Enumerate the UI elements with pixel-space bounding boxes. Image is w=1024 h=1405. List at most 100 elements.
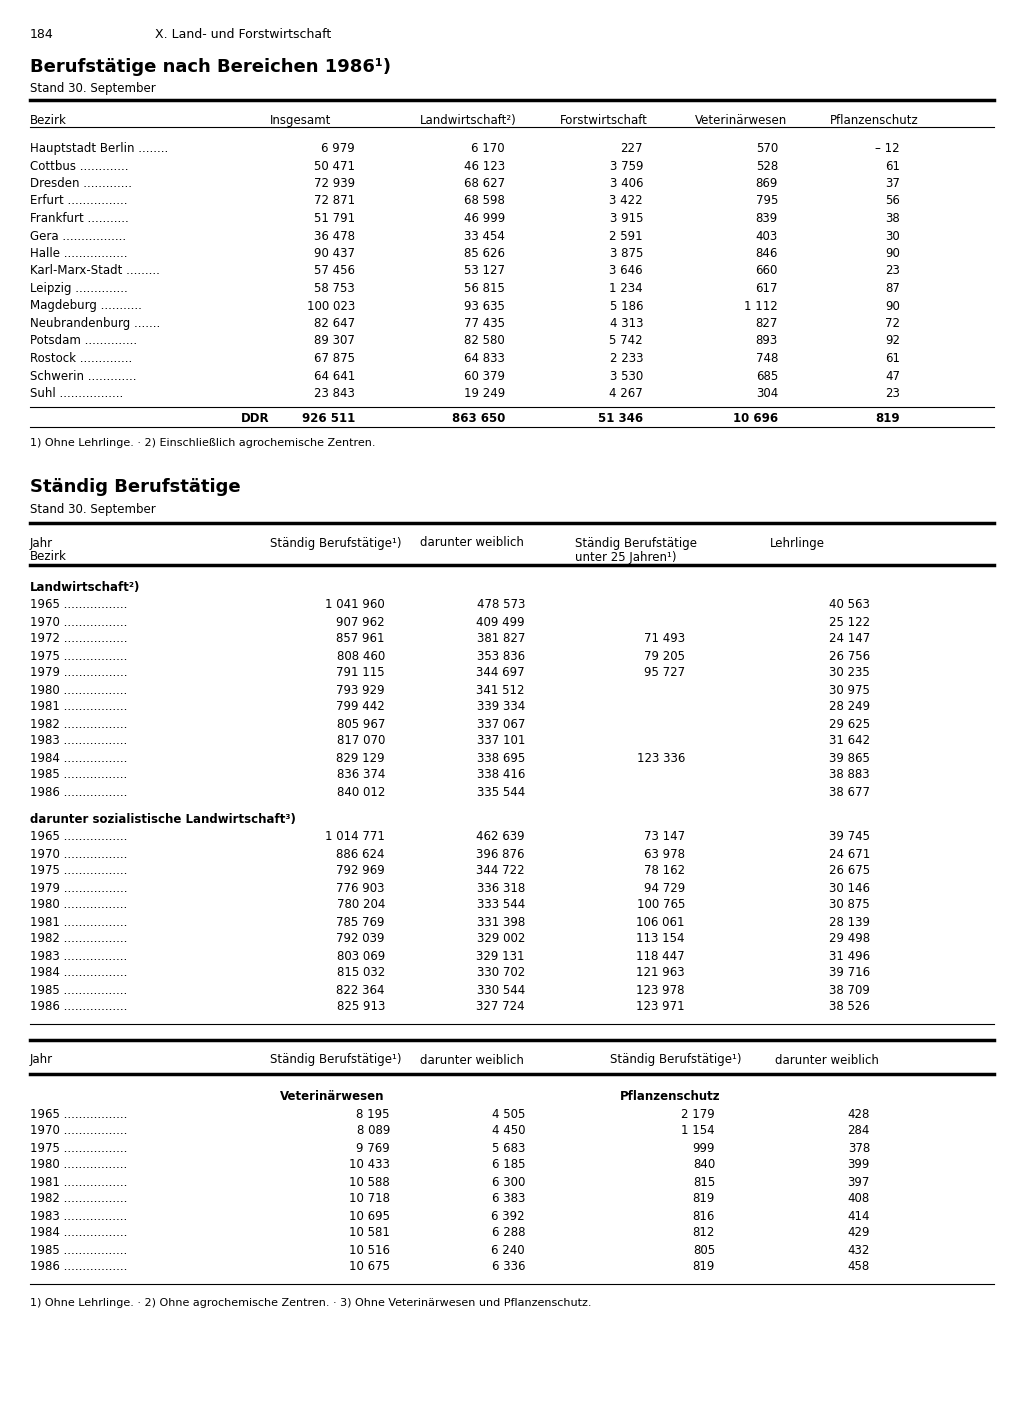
Text: 31 496: 31 496: [828, 950, 870, 962]
Text: 808 460: 808 460: [337, 649, 385, 663]
Text: Neubrandenburg .......: Neubrandenburg .......: [30, 318, 160, 330]
Text: 6 185: 6 185: [492, 1159, 525, 1172]
Text: 396 876: 396 876: [476, 847, 525, 860]
Text: Bezirk: Bezirk: [30, 551, 67, 563]
Text: 85 626: 85 626: [464, 247, 505, 260]
Text: Forstwirtschaft: Forstwirtschaft: [560, 114, 648, 126]
Text: 815 032: 815 032: [337, 967, 385, 979]
Text: 331 398: 331 398: [477, 916, 525, 929]
Text: 68 598: 68 598: [464, 194, 505, 208]
Text: 64 833: 64 833: [464, 353, 505, 365]
Text: 106 061: 106 061: [637, 916, 685, 929]
Text: 10 675: 10 675: [349, 1260, 390, 1273]
Text: 805 967: 805 967: [337, 718, 385, 731]
Text: 408: 408: [848, 1193, 870, 1205]
Text: 100 023: 100 023: [307, 299, 355, 312]
Text: 100 765: 100 765: [637, 899, 685, 912]
Text: 58 753: 58 753: [314, 282, 355, 295]
Text: 79 205: 79 205: [644, 649, 685, 663]
Text: 227: 227: [621, 142, 643, 155]
Text: 5 742: 5 742: [609, 334, 643, 347]
Text: 3 646: 3 646: [609, 264, 643, 278]
Text: 1984 .................: 1984 .................: [30, 967, 127, 979]
Text: 403: 403: [756, 229, 778, 243]
Text: 926 511: 926 511: [302, 413, 355, 426]
Text: 570: 570: [756, 142, 778, 155]
Text: 90 437: 90 437: [314, 247, 355, 260]
Text: 846: 846: [756, 247, 778, 260]
Text: 836 374: 836 374: [337, 769, 385, 781]
Text: Jahr: Jahr: [30, 1054, 53, 1066]
Text: 819: 819: [876, 413, 900, 426]
Text: 335 544: 335 544: [477, 785, 525, 798]
Text: 30 875: 30 875: [829, 899, 870, 912]
Text: darunter weiblich: darunter weiblich: [775, 1054, 879, 1066]
Text: Gera .................: Gera .................: [30, 229, 126, 243]
Text: 1979 .................: 1979 .................: [30, 881, 128, 895]
Text: 399: 399: [848, 1159, 870, 1172]
Text: 341 512: 341 512: [476, 683, 525, 697]
Text: 337 067: 337 067: [476, 718, 525, 731]
Text: 95 727: 95 727: [644, 666, 685, 680]
Text: 9 769: 9 769: [356, 1141, 390, 1155]
Text: 38 526: 38 526: [829, 1000, 870, 1013]
Text: Ständig Berufstätige¹): Ständig Berufstätige¹): [610, 1054, 741, 1066]
Text: 3 915: 3 915: [609, 212, 643, 225]
Text: 1982 .................: 1982 .................: [30, 933, 127, 946]
Text: DDR: DDR: [242, 413, 270, 426]
Text: 792 039: 792 039: [337, 933, 385, 946]
Text: 1970 .................: 1970 .................: [30, 847, 127, 860]
Text: 1) Ohne Lehrlinge. · 2) Einschließlich agrochemische Zentren.: 1) Ohne Lehrlinge. · 2) Einschließlich a…: [30, 438, 376, 448]
Text: 1982 .................: 1982 .................: [30, 1193, 127, 1205]
Text: 817 070: 817 070: [337, 735, 385, 747]
Text: 26 675: 26 675: [828, 864, 870, 878]
Text: 776 903: 776 903: [337, 881, 385, 895]
Text: 123 336: 123 336: [637, 752, 685, 764]
Text: 428: 428: [848, 1107, 870, 1121]
Text: 26 756: 26 756: [828, 649, 870, 663]
Text: 68 627: 68 627: [464, 177, 505, 190]
Text: 528: 528: [756, 160, 778, 173]
Text: Stand 30. September: Stand 30. September: [30, 81, 156, 96]
Text: 812: 812: [692, 1227, 715, 1239]
Text: Veterinärwesen: Veterinärwesen: [695, 114, 787, 126]
Text: – 12: – 12: [876, 142, 900, 155]
Text: 72 939: 72 939: [314, 177, 355, 190]
Text: Halle .................: Halle .................: [30, 247, 128, 260]
Text: X. Land- und Forstwirtschaft: X. Land- und Forstwirtschaft: [155, 28, 331, 41]
Text: 6 383: 6 383: [492, 1193, 525, 1205]
Text: 3 406: 3 406: [609, 177, 643, 190]
Text: 123 971: 123 971: [636, 1000, 685, 1013]
Text: 10 588: 10 588: [349, 1176, 390, 1189]
Text: 89 307: 89 307: [314, 334, 355, 347]
Text: 57 456: 57 456: [314, 264, 355, 278]
Text: Ständig Berufstätige¹): Ständig Berufstätige¹): [270, 537, 401, 549]
Text: 39 745: 39 745: [829, 830, 870, 843]
Text: 799 442: 799 442: [336, 701, 385, 714]
Text: Cottbus .............: Cottbus .............: [30, 160, 128, 173]
Text: 822 364: 822 364: [337, 983, 385, 996]
Text: 46 123: 46 123: [464, 160, 505, 173]
Text: 28 249: 28 249: [828, 701, 870, 714]
Text: 53 127: 53 127: [464, 264, 505, 278]
Text: 1975 .................: 1975 .................: [30, 649, 127, 663]
Text: 78 162: 78 162: [644, 864, 685, 878]
Text: Ständig Berufstätige¹): Ständig Berufstätige¹): [270, 1054, 401, 1066]
Text: 24 147: 24 147: [828, 632, 870, 645]
Text: 67 875: 67 875: [314, 353, 355, 365]
Text: Erfurt ................: Erfurt ................: [30, 194, 128, 208]
Text: 73 147: 73 147: [644, 830, 685, 843]
Text: 414: 414: [848, 1210, 870, 1222]
Text: Jahr: Jahr: [30, 537, 53, 549]
Text: 87: 87: [885, 282, 900, 295]
Text: 71 493: 71 493: [644, 632, 685, 645]
Text: 1975 .................: 1975 .................: [30, 864, 127, 878]
Text: 10 516: 10 516: [349, 1243, 390, 1256]
Text: 1 041 960: 1 041 960: [326, 599, 385, 611]
Text: 2 233: 2 233: [609, 353, 643, 365]
Text: 6 336: 6 336: [492, 1260, 525, 1273]
Text: darunter weiblich: darunter weiblich: [420, 537, 524, 549]
Text: 6 240: 6 240: [492, 1243, 525, 1256]
Text: 1980 .................: 1980 .................: [30, 683, 127, 697]
Text: 344 722: 344 722: [476, 864, 525, 878]
